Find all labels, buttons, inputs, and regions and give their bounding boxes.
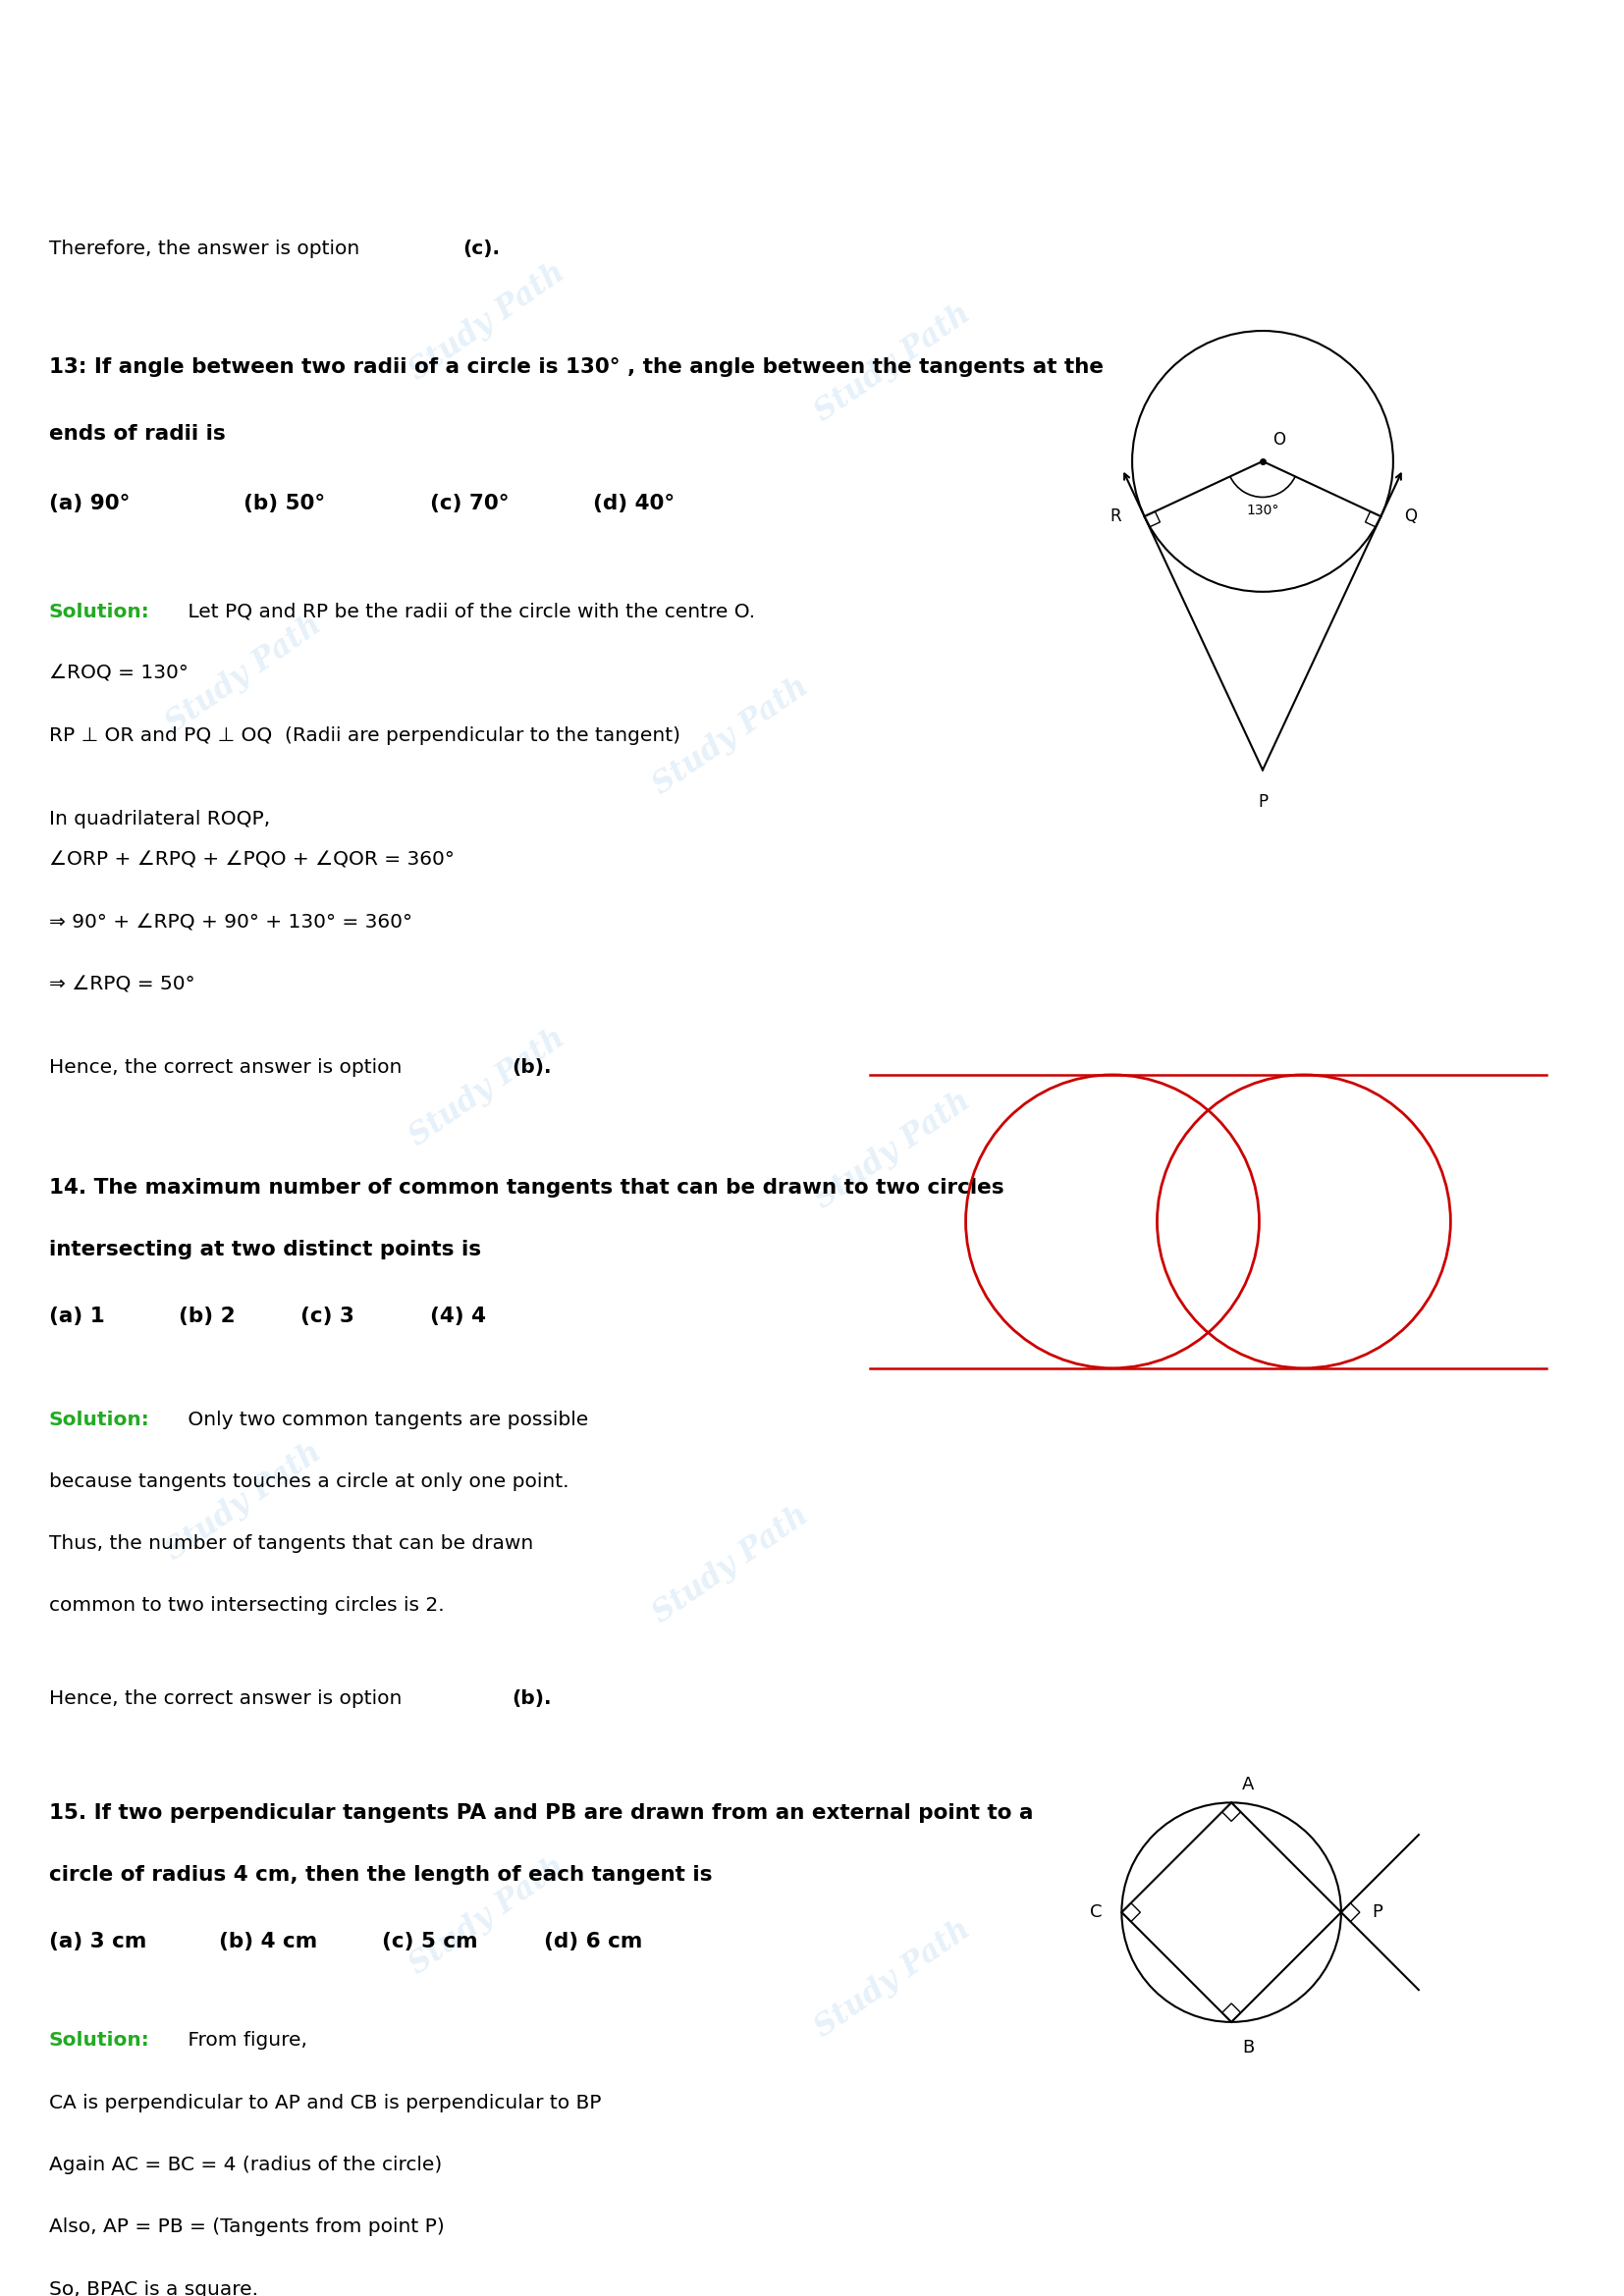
Text: Also, AP = PB = (Tangents from point P): Also, AP = PB = (Tangents from point P) — [49, 2218, 445, 2236]
Text: because tangents touches a circle at only one point.: because tangents touches a circle at onl… — [49, 1472, 568, 1490]
Text: Page 10 of 42: Page 10 of 42 — [745, 2252, 879, 2271]
Text: Study Path: Study Path — [52, 60, 127, 73]
Text: Study Path: Study Path — [810, 1086, 976, 1215]
Text: CA is perpendicular to AP and CB is perpendicular to BP: CA is perpendicular to AP and CB is perp… — [49, 2094, 601, 2112]
Text: (d) 40°: (d) 40° — [593, 494, 674, 514]
Text: Class - 10: Class - 10 — [758, 18, 866, 39]
Text: Hence, the correct answer is option: Hence, the correct answer is option — [49, 1058, 408, 1077]
Text: ∠ROQ = 130°: ∠ROQ = 130° — [49, 664, 188, 684]
Text: (b) 4 cm: (b) 4 cm — [219, 1931, 318, 1952]
Text: Study Path: Study Path — [648, 1499, 814, 1630]
Text: Therefore, the answer is option: Therefore, the answer is option — [49, 241, 365, 259]
Text: Study Path: Study Path — [810, 298, 976, 427]
Text: (c) 70°: (c) 70° — [430, 494, 510, 514]
Text: R: R — [1109, 507, 1121, 526]
Text: (b).: (b). — [512, 1058, 551, 1077]
Text: (a) 90°: (a) 90° — [49, 494, 130, 514]
Text: Study Path: Study Path — [161, 608, 326, 739]
Text: (a) 3 cm: (a) 3 cm — [49, 1931, 146, 1952]
Text: ends of radii is: ends of radii is — [49, 425, 226, 443]
Text: Let PQ and RP be the radii of the circle with the centre O.: Let PQ and RP be the radii of the circle… — [182, 602, 755, 622]
Text: Solution:: Solution: — [49, 602, 149, 622]
Text: P: P — [1372, 1903, 1382, 1922]
Text: (c).: (c). — [463, 241, 500, 259]
Text: A: A — [1242, 1777, 1254, 1793]
Text: Thus, the number of tangents that can be drawn: Thus, the number of tangents that can be… — [49, 1534, 533, 1552]
Text: Study Path: Study Path — [404, 1024, 570, 1153]
Text: ⇒ 90° + ∠RPQ + 90° + 130° = 360°: ⇒ 90° + ∠RPQ + 90° + 130° = 360° — [49, 914, 412, 932]
Text: (c) 3: (c) 3 — [300, 1306, 354, 1325]
Text: (a) 1: (a) 1 — [49, 1306, 104, 1325]
Text: (4) 4: (4) 4 — [430, 1306, 486, 1325]
Text: Again AC = BC = 4 (radius of the circle): Again AC = BC = 4 (radius of the circle) — [49, 2156, 442, 2174]
Text: From figure,: From figure, — [182, 2032, 307, 2050]
Text: common to two intersecting circles is 2.: common to two intersecting circles is 2. — [49, 1596, 443, 1614]
Text: (c) 5 cm: (c) 5 cm — [382, 1931, 477, 1952]
Text: Chapter 8: Circles: Chapter 8: Circles — [695, 122, 929, 145]
Text: Solution:: Solution: — [49, 2032, 149, 2050]
Text: (b) 50°: (b) 50° — [244, 494, 325, 514]
Text: Study Path: Study Path — [404, 1851, 570, 1981]
Text: Study Path: Study Path — [404, 257, 570, 386]
Text: 15. If two perpendicular tangents PA and PB are drawn from an external point to : 15. If two perpendicular tangents PA and… — [49, 1802, 1033, 1823]
Text: circle of radius 4 cm, then the length of each tangent is: circle of radius 4 cm, then the length o… — [49, 1864, 711, 1885]
Text: (b).: (b). — [512, 1690, 551, 1708]
Text: B: B — [1242, 2039, 1254, 2057]
Text: Study Path: Study Path — [648, 670, 814, 801]
Text: ∠ORP + ∠RPQ + ∠PQO + ∠QOR = 360°: ∠ORP + ∠RPQ + ∠PQO + ∠QOR = 360° — [49, 852, 455, 870]
Text: (d) 6 cm: (d) 6 cm — [544, 1931, 643, 1952]
Text: 14. The maximum number of common tangents that can be drawn to two circles: 14. The maximum number of common tangent… — [49, 1178, 1004, 1196]
Text: Q: Q — [1405, 507, 1418, 526]
Text: 13: If angle between two radii of a circle is 130° , the angle between the tange: 13: If angle between two radii of a circ… — [49, 358, 1103, 377]
Text: Solution:: Solution: — [49, 1410, 149, 1428]
Text: 130°: 130° — [1246, 505, 1280, 517]
Text: intersecting at two distinct points is: intersecting at two distinct points is — [49, 1240, 481, 1261]
Text: Hence, the correct answer is option: Hence, the correct answer is option — [49, 1690, 408, 1708]
Text: Maths – RD Sharma Solutions: Maths – RD Sharma Solutions — [596, 67, 1028, 90]
Text: Only two common tangents are possible: Only two common tangents are possible — [182, 1410, 588, 1428]
Text: C: C — [1090, 1903, 1103, 1922]
Text: O: O — [1273, 432, 1286, 448]
Text: (b) 2: (b) 2 — [179, 1306, 235, 1325]
Text: ⇒ ∠RPQ = 50°: ⇒ ∠RPQ = 50° — [49, 976, 195, 994]
Text: P: P — [1257, 794, 1268, 810]
Text: So, BPAC is a square.: So, BPAC is a square. — [49, 2280, 258, 2296]
Text: RP ⊥ OR and PQ ⊥ OQ  (Radii are perpendicular to the tangent): RP ⊥ OR and PQ ⊥ OQ (Radii are perpendic… — [49, 726, 680, 746]
Text: Study Path: Study Path — [161, 1437, 326, 1568]
Text: Study Path: Study Path — [810, 1915, 976, 2043]
Text: In quadrilateral ROQP,: In quadrilateral ROQP, — [49, 810, 270, 829]
